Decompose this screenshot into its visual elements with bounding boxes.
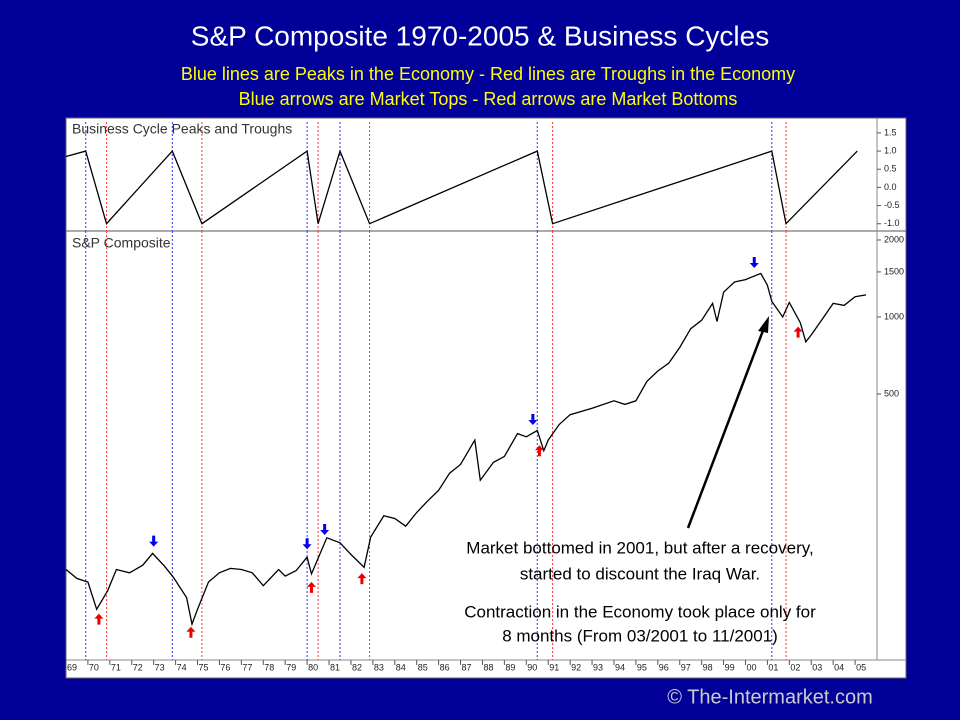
y-tick-label: 500 [884, 388, 899, 398]
footer: © The-Intermarket.com [667, 686, 873, 708]
market-top-arrow [149, 535, 159, 547]
x-tick-label: 86 [440, 662, 450, 672]
x-tick-label: 03 [812, 662, 822, 672]
x-tick-label: 85 [418, 662, 428, 672]
x-tick-label: 88 [483, 662, 493, 672]
market-bottom-arrow [94, 613, 104, 625]
market-bottom-arrow [534, 445, 544, 457]
x-tick-label: 93 [593, 662, 603, 672]
x-tick-label: 78 [264, 662, 274, 672]
x-tick-label: 79 [286, 662, 296, 672]
y-tick-label: 1000 [884, 311, 904, 321]
x-tick-label: 97 [681, 662, 691, 672]
x-tick-label: 87 [462, 662, 472, 672]
series-line [65, 149, 858, 226]
panel-label: Business Cycle Peaks and Troughs [72, 121, 292, 137]
annotation: Market bottomed in 2001, but after a rec… [466, 538, 813, 557]
y-tick-label: 0.0 [884, 182, 897, 192]
x-tick-label: 01 [768, 662, 778, 672]
y-tick-label: -0.5 [884, 200, 900, 210]
annotation: Contraction in the Economy took place on… [464, 602, 816, 621]
subtitle: Blue lines are Peaks in the Economy - Re… [181, 64, 795, 84]
x-tick-label: 73 [155, 662, 165, 672]
y-tick-label: 2000 [884, 234, 904, 244]
x-tick-label: 90 [527, 662, 537, 672]
x-tick-label: 96 [659, 662, 669, 672]
x-tick-label: 75 [199, 662, 209, 672]
chart-panel [65, 117, 907, 679]
x-tick-label: 81 [330, 662, 340, 672]
y-tick-label: 1500 [884, 266, 904, 276]
title: S&P Composite 1970-2005 & Business Cycle… [191, 20, 769, 51]
market-top-arrow [749, 257, 759, 269]
x-tick-label: 82 [352, 662, 362, 672]
market-top-arrow [528, 414, 538, 426]
y-tick-label: 0.5 [884, 164, 897, 174]
x-tick-label: 69 [67, 662, 77, 672]
x-tick-label: 92 [571, 662, 581, 672]
x-tick-label: 80 [308, 662, 318, 672]
x-tick-label: 05 [856, 662, 866, 672]
x-tick-label: 95 [637, 662, 647, 672]
y-tick-label: -1.0 [884, 218, 900, 228]
x-tick-label: 91 [549, 662, 559, 672]
x-tick-label: 83 [374, 662, 384, 672]
market-top-arrow [320, 523, 330, 535]
annotation: started to discount the Iraq War. [520, 564, 760, 583]
market-bottom-arrow [357, 573, 367, 585]
annotation-arrow [686, 327, 766, 529]
x-tick-label: 74 [177, 662, 187, 672]
x-tick-label: 77 [242, 662, 252, 672]
series-line [65, 272, 867, 627]
x-tick-label: 72 [133, 662, 143, 672]
x-tick-label: 76 [220, 662, 230, 672]
annotation-arrowhead [758, 316, 769, 333]
x-tick-label: 89 [505, 662, 515, 672]
x-tick-label: 02 [790, 662, 800, 672]
subtitle: Blue arrows are Market Tops - Red arrows… [239, 89, 738, 109]
market-bottom-arrow [793, 326, 803, 338]
x-tick-label: 71 [111, 662, 121, 672]
y-tick-label: 1.0 [884, 145, 897, 155]
x-tick-label: 99 [725, 662, 735, 672]
x-tick-label: 84 [396, 662, 406, 672]
y-tick-label: 1.5 [884, 127, 897, 137]
x-tick-label: 04 [834, 662, 844, 672]
market-bottom-arrow [186, 626, 196, 638]
market-bottom-arrow [306, 581, 316, 593]
plots: 1.5 1.0 0.5 0.0 -0.5 -1.0 2000 1500 1000 500 69 70 7… [65, 122, 904, 672]
x-tick-label: 94 [615, 662, 625, 672]
annotation: 8 months (From 03/2001 to 11/2001) [502, 626, 778, 645]
market-top-arrow [302, 538, 312, 550]
x-tick-label: 70 [89, 662, 99, 672]
x-tick-label: 00 [746, 662, 756, 672]
x-tick-label: 98 [703, 662, 713, 672]
panel-label: S&P Composite [72, 235, 171, 251]
